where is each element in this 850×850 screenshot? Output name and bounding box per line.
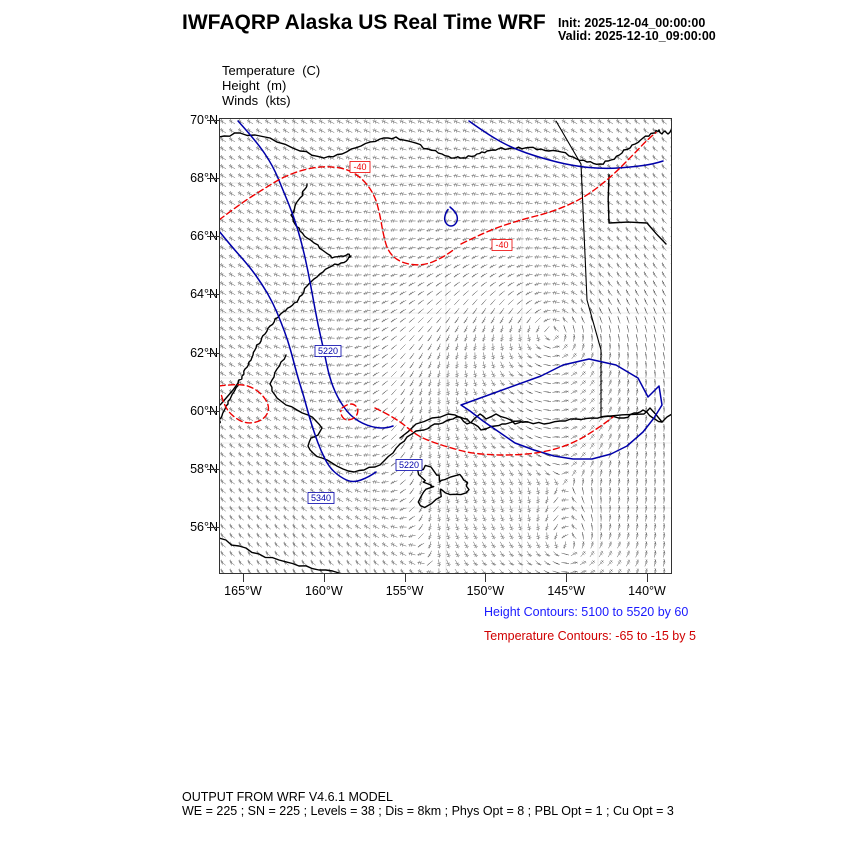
svg-text:-40: -40 xyxy=(353,162,366,172)
svg-text:-40: -40 xyxy=(495,240,508,250)
svg-text:5220: 5220 xyxy=(318,346,338,356)
svg-text:5340: 5340 xyxy=(311,493,331,503)
svg-text:5220: 5220 xyxy=(399,460,419,470)
